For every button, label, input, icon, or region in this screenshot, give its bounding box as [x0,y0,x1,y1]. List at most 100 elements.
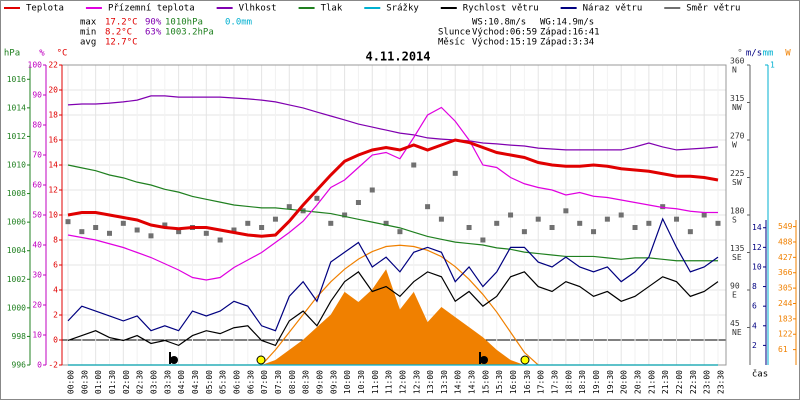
y-tick-label: 2 [53,311,58,320]
direction-point [328,220,334,226]
astro-text: Měsíc [438,38,465,48]
y-tick-label: 244 [778,299,793,308]
x-tick-label: 10:30 [357,370,366,394]
compass-label: NE [732,328,742,337]
x-tick-label: 15:30 [495,370,504,394]
x-tick-label: 04:30 [191,370,200,394]
x-tick-label: 16:00 [509,370,518,394]
series-line [67,106,719,281]
x-tick-label: 15:00 [481,370,490,394]
y-tick-label: 996 [12,361,27,370]
y-tick-label: 100 [28,61,43,70]
x-tick-label: 05:00 [205,370,214,394]
stat-text: max [80,18,97,28]
y-tick-label: 10 [32,331,42,340]
y-tick-label: 10 [48,211,58,220]
direction-point [604,216,610,222]
y-tick-label: 10 [752,262,762,271]
direction-point [245,220,251,226]
y-tick-label: 40 [32,241,42,250]
stat-text: 12.7°C [105,38,138,48]
x-tick-label: 09:00 [315,370,324,394]
y-tick-label: 90 [730,282,740,291]
direction-point [286,204,292,210]
y-tick-label: 61 [778,345,788,354]
series-line [67,217,719,332]
x-tick-label: 01:30 [108,370,117,394]
x-tick-label: 05:30 [219,370,228,394]
x-tick-label: 01:00 [94,370,103,394]
compass-label: SE [732,253,742,262]
compass-label: W [732,141,737,150]
direction-point [106,230,112,236]
direction-point [231,227,237,233]
compass-label: SW [732,178,742,187]
y-tick-label: 549 [778,222,793,231]
direction-point [369,187,375,193]
y-tick-label: 90 [32,91,42,100]
direction-point [632,225,638,230]
stat-text: min [80,28,96,38]
direction-point [549,225,555,230]
stat-text: 17.2°C [105,18,138,28]
direction-point [618,212,624,218]
x-tick-label: 16:30 [523,370,532,394]
y-tick-label: 305 [778,284,793,293]
y-tick-label: 12 [48,186,58,195]
y-tick-label: 427 [778,253,793,262]
y-tick-label: 488 [778,237,793,246]
y-tick-label: 16 [48,136,58,145]
direction-point [203,230,209,236]
y-tick-label: 135 [730,244,745,253]
x-tick-label: 14:30 [468,370,477,394]
direction-point [715,220,721,226]
compass-label: S [732,216,737,225]
axis-unit-label: m/s [746,49,762,59]
y-tick-label: 6 [752,302,757,311]
legend-label: Přízemní teplota [108,4,195,14]
direction-point [272,216,278,222]
legend-label: Srážky [386,4,419,14]
direction-point [591,229,597,235]
y-tick-label: 4 [752,321,757,330]
y-tick-label: 50 [32,211,42,220]
y-tick-label: 45 [730,319,740,328]
y-tick-label: 0 [37,361,42,370]
direction-point [259,225,265,230]
x-tick-label: 08:30 [302,370,311,394]
y-tick-label: 80 [32,121,42,130]
y-tick-label: 180 [730,207,745,216]
x-tick-label: 23:30 [717,370,726,394]
axis-unit-label: ° [737,49,742,59]
astro-text: Východ:06:59 [472,28,537,38]
y-tick-label: 1016 [7,75,26,84]
y-tick-label: 1010 [7,161,26,170]
x-tick-label: 20:30 [634,370,643,394]
direction-point [674,216,680,222]
astro-text: Západ:3:34 [540,38,594,48]
y-tick-label: 1002 [7,275,26,284]
chart-title: 4.11.2014 [365,50,430,64]
direction-point [176,229,182,235]
y-tick-label: 1 [770,61,775,70]
x-tick-label: 20:00 [620,370,629,394]
astro-text: Západ:16:41 [540,28,600,38]
x-tick-label: 14:00 [454,370,463,394]
sunrise-icon [256,355,266,365]
x-tick-label: 07:30 [274,370,283,394]
y-tick-label: 366 [778,268,793,277]
x-tick-label: 02:30 [136,370,145,394]
y-tick-label: 6 [53,261,58,270]
astro-text: Slunce [438,28,471,38]
direction-point [563,208,569,214]
y-tick-label: -2 [48,361,58,370]
stat-text: avg [80,38,96,48]
x-tick-label: 19:00 [592,370,601,394]
y-tick-label: 60 [32,181,42,190]
legend-label: Vlhkost [239,4,277,14]
y-tick-label: 8 [53,236,58,245]
direction-point [646,220,652,226]
y-tick-label: 14 [48,161,58,170]
stat-text: 63% [145,28,162,38]
x-tick-label: 02:00 [122,370,131,394]
